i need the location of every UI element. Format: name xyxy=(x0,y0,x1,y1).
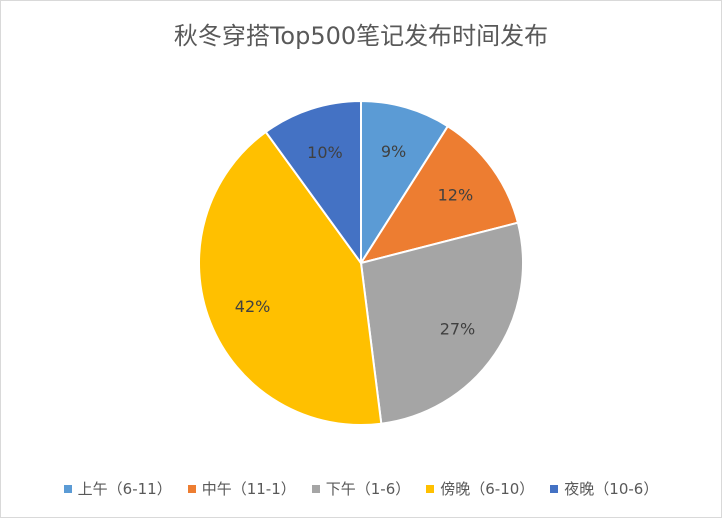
pie-slice xyxy=(358,124,520,265)
legend-label: 夜晚（10-6） xyxy=(564,480,659,498)
legend-swatch xyxy=(63,484,72,493)
pie-slice xyxy=(264,99,362,267)
pie-slice xyxy=(359,221,524,425)
legend-swatch xyxy=(311,484,320,493)
legend-label: 傍晚（6-10） xyxy=(440,480,535,498)
legend-item: 傍晚（6-10） xyxy=(426,478,534,499)
legend-label: 下午（1-6） xyxy=(325,480,411,498)
data-label: 42% xyxy=(235,297,271,316)
legend-label: 中午（11-1） xyxy=(201,480,296,498)
legend-item: 上午（6-11） xyxy=(63,478,172,499)
data-label: 27% xyxy=(440,320,476,339)
pie-slice xyxy=(360,99,450,267)
legend-item: 夜晚（10-6） xyxy=(550,478,658,499)
legend: 上午（6-11） 中午（11-1） 下午（1-6） 傍晚（6-10） 夜晚（10-6） xyxy=(0,478,722,499)
legend-item: 中午（11-1） xyxy=(187,478,296,499)
legend-swatch xyxy=(550,484,559,493)
pie-slice xyxy=(198,130,383,426)
data-label: 10% xyxy=(307,143,343,162)
data-label: 9% xyxy=(381,142,406,161)
chart-title: 秋冬穿搭Top500笔记发布时间发布 xyxy=(173,22,549,50)
data-label: 12% xyxy=(438,185,474,204)
legend-label: 上午（6-11） xyxy=(77,480,172,498)
legend-item: 下午（1-6） xyxy=(311,478,411,499)
legend-swatch xyxy=(426,484,435,493)
legend-swatch xyxy=(187,484,196,493)
